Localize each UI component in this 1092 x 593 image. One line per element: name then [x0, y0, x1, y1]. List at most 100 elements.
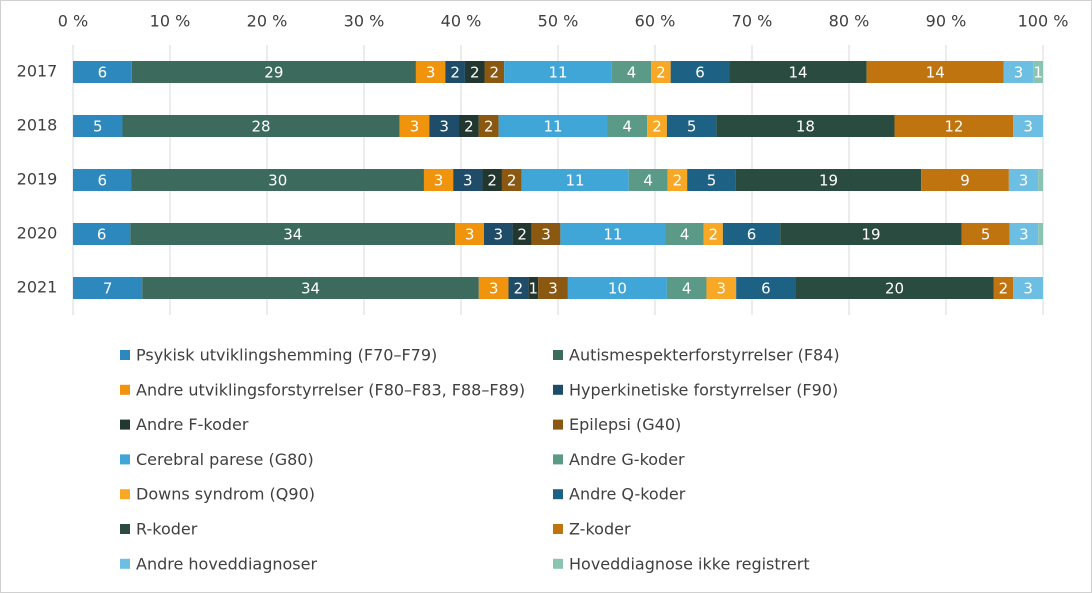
x-tick-label: 70 %: [732, 12, 773, 31]
data-label: 2: [507, 172, 517, 190]
bar-segment: [538, 277, 568, 299]
bar-segment: [628, 169, 668, 191]
data-label: 20: [885, 280, 904, 298]
bar-segment: [795, 277, 994, 299]
legend-swatch: [120, 419, 130, 430]
bar-segment: [453, 169, 483, 191]
data-label: 6: [747, 226, 757, 244]
bar-segment: [666, 115, 717, 137]
bar-segment: [415, 61, 446, 83]
data-label: 2: [450, 64, 460, 82]
x-tick-label: 20 %: [247, 12, 288, 31]
data-label: 28: [252, 118, 271, 136]
data-label: 2: [517, 226, 527, 244]
data-label: 4: [623, 118, 633, 136]
bar-segment: [736, 277, 796, 299]
bar-segment: [455, 223, 484, 245]
bar-segment: [1013, 277, 1043, 299]
data-label: 5: [707, 172, 717, 190]
x-tick-label: 60 %: [635, 12, 676, 31]
legend-swatch: [120, 524, 130, 534]
data-label: 3: [1019, 226, 1029, 244]
data-label: 2: [514, 280, 524, 298]
legend-label: Epilepsi (G40): [569, 415, 681, 434]
bar-segment: [399, 115, 430, 137]
x-tick-label: 100 %: [1018, 12, 1069, 31]
data-label: 6: [97, 226, 107, 244]
bar-segment: [666, 277, 707, 299]
bar-segment: [611, 61, 652, 83]
bar-segment: [508, 277, 529, 299]
data-label: 3: [1023, 280, 1033, 298]
data-label: 2: [487, 172, 497, 190]
legend-label: Downs syndrom (Q90): [136, 485, 315, 504]
legend-label: Andre hoveddiagnoser: [136, 554, 317, 573]
legend-swatch: [553, 558, 563, 569]
y-tick-label: 2020: [17, 224, 58, 243]
bar-segment: [729, 61, 867, 83]
data-label: 5: [93, 118, 103, 136]
legend-label: Andre utviklingsforstyrrelser (F80–F83, …: [136, 380, 525, 399]
bar-segment: [1003, 61, 1034, 83]
x-tick-label: 80 %: [829, 12, 870, 31]
data-label: 11: [566, 172, 585, 190]
bar-segment: [478, 277, 509, 299]
legend-swatch: [120, 489, 130, 500]
bar-segment: [1033, 61, 1043, 83]
data-label: 3: [541, 226, 551, 244]
bar-segment: [647, 115, 667, 137]
legend-label: R-koder: [136, 520, 198, 539]
data-label: 19: [861, 226, 880, 244]
legend-swatch: [120, 350, 130, 360]
data-label: 34: [301, 280, 320, 298]
data-label: 9: [960, 172, 970, 190]
legend-swatch: [553, 524, 563, 534]
legend-swatch: [553, 384, 563, 395]
bar-segment: [560, 223, 666, 245]
data-label: 2: [709, 226, 719, 244]
bar-segment: [498, 115, 608, 137]
bar-segment: [921, 169, 1009, 191]
data-label: 6: [98, 64, 108, 82]
data-label: 5: [981, 226, 991, 244]
legend-swatch: [120, 384, 130, 395]
bar-segment: [464, 61, 485, 83]
data-label: 6: [761, 280, 771, 298]
x-tick-label: 10 %: [150, 12, 191, 31]
bar-segment: [483, 223, 513, 245]
legend-label: Psykisk utviklingshemming (F70–F79): [136, 346, 437, 365]
data-label: 14: [926, 64, 945, 82]
data-label: 5: [687, 118, 697, 136]
bar-segment: [73, 277, 143, 299]
legend-label: Z-koder: [569, 520, 631, 539]
x-tick-label: 0 %: [58, 12, 88, 31]
bar-segment: [703, 223, 723, 245]
data-label: 2: [656, 64, 666, 82]
bar-segment: [716, 115, 895, 137]
data-label: 3: [426, 64, 436, 82]
data-label: 2: [673, 172, 683, 190]
bar-segment: [894, 115, 1014, 137]
data-label: 4: [682, 280, 692, 298]
data-label: 2: [999, 280, 1009, 298]
bar-segment: [687, 169, 736, 191]
data-label: 2: [652, 118, 662, 136]
bar-segment: [501, 169, 522, 191]
data-label: 12: [944, 118, 963, 136]
data-label: 11: [544, 118, 563, 136]
data-label: 7: [103, 280, 113, 298]
data-label: 3: [465, 226, 475, 244]
legend-swatch: [553, 419, 563, 430]
bar-segment: [504, 61, 612, 83]
legend-label: Hoveddiagnose ikke registrert: [569, 554, 810, 573]
data-label: 11: [603, 226, 622, 244]
data-label: 19: [819, 172, 838, 190]
bar-segment: [670, 61, 730, 83]
data-label: 2: [484, 118, 494, 136]
legend-label: Andre F-koder: [136, 415, 249, 434]
bar-segment: [512, 223, 532, 245]
data-label: 3: [493, 226, 503, 244]
x-tick-label: 40 %: [441, 12, 482, 31]
bar-segment: [528, 277, 539, 299]
legend-label: Andre G-koder: [569, 450, 685, 469]
